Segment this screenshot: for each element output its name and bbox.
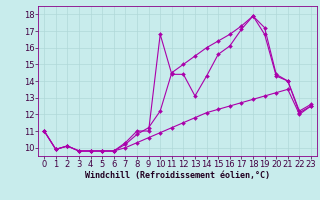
X-axis label: Windchill (Refroidissement éolien,°C): Windchill (Refroidissement éolien,°C) <box>85 171 270 180</box>
